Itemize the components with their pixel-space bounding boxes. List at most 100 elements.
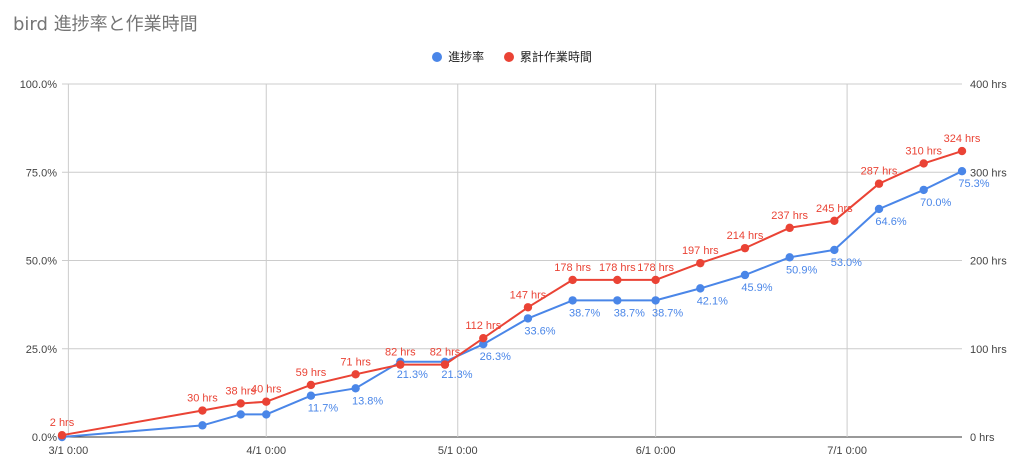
x-tick-label: 6/1 0:00 xyxy=(636,445,676,457)
data-label: 178 hrs xyxy=(599,262,636,274)
data-point xyxy=(696,258,705,268)
data-label: 21.3% xyxy=(441,369,472,381)
data-point xyxy=(306,391,316,400)
data-point xyxy=(957,166,967,176)
y-left-tick-label: 75.0% xyxy=(26,167,57,179)
data-label: 64.6% xyxy=(875,216,906,228)
legend-label-progress: 進捗率 xyxy=(448,50,485,64)
data-point xyxy=(919,159,928,168)
series-line xyxy=(61,170,963,438)
data-label: 40 hrs xyxy=(251,384,282,396)
chart-title: bird 進捗率と作業時間 xyxy=(13,14,198,35)
data-label: 287 hrs xyxy=(861,166,898,178)
data-label: 324 hrs xyxy=(944,133,981,145)
data-label: 82 hrs xyxy=(430,347,461,359)
data-point xyxy=(874,204,884,214)
y-left-tick-label: 0.0% xyxy=(32,432,57,444)
y-left-tick-label: 50.0% xyxy=(26,256,57,268)
data-point xyxy=(523,314,533,323)
data-point xyxy=(785,223,794,233)
data-label: 197 hrs xyxy=(682,245,719,257)
data-point xyxy=(262,397,271,406)
data-label: 237 hrs xyxy=(771,210,808,222)
legend-label-hours: 累計作業時間 xyxy=(519,50,592,64)
data-label: 26.3% xyxy=(480,351,511,363)
data-label: 70.0% xyxy=(920,197,951,209)
data-point xyxy=(236,399,245,408)
data-label: 45.9% xyxy=(741,282,772,294)
series-line xyxy=(61,150,963,437)
data-point xyxy=(613,275,622,285)
y-right-tick-label: 300 hrs xyxy=(970,167,1007,179)
x-tick-label: 7/1 0:00 xyxy=(827,445,867,457)
data-label: 178 hrs xyxy=(554,262,591,274)
x-tick-label: 3/1 0:00 xyxy=(49,445,89,457)
data-point xyxy=(306,380,316,390)
data-point xyxy=(236,410,245,419)
y-left-tick-label: 25.0% xyxy=(26,344,57,356)
data-point xyxy=(198,421,207,430)
y-right-tick-label: 100 hrs xyxy=(970,344,1007,356)
data-label: 11.7% xyxy=(308,403,339,415)
data-label: 245 hrs xyxy=(816,203,853,215)
data-label: 53.0% xyxy=(831,257,862,269)
data-label: 112 hrs xyxy=(465,320,501,332)
data-label: 147 hrs xyxy=(510,289,547,301)
y-right-tick-label: 400 hrs xyxy=(970,79,1007,91)
data-point xyxy=(198,406,207,415)
data-point xyxy=(957,146,967,156)
data-point xyxy=(479,339,488,349)
data-point xyxy=(262,410,271,419)
data-point xyxy=(479,333,488,343)
data-point xyxy=(351,370,360,379)
data-point xyxy=(696,284,705,293)
data-point xyxy=(830,245,839,255)
data-label: 310 hrs xyxy=(905,145,942,157)
data-label: 82 hrs xyxy=(385,347,416,359)
data-point xyxy=(651,296,660,305)
data-label: 30 hrs xyxy=(187,393,218,405)
data-point xyxy=(874,179,884,188)
data-label: 38.7% xyxy=(652,307,683,319)
data-label: 38 hrs xyxy=(225,385,256,397)
data-label: 21.3% xyxy=(397,369,428,381)
data-label: 71 hrs xyxy=(340,356,371,368)
data-point xyxy=(440,360,450,369)
data-point xyxy=(396,360,405,369)
data-label: 59 hrs xyxy=(296,367,327,379)
data-point xyxy=(57,431,67,440)
data-point xyxy=(523,303,533,312)
y-right-tick-label: 0 hrs xyxy=(970,432,995,444)
data-point xyxy=(568,275,577,285)
data-label: 50.9% xyxy=(786,264,817,276)
data-point xyxy=(785,253,794,262)
x-tick-label: 4/1 0:00 xyxy=(246,445,286,457)
data-label: 13.8% xyxy=(352,395,383,407)
data-label: 38.7% xyxy=(614,307,645,319)
legend-swatch-hours xyxy=(503,51,514,62)
data-point xyxy=(651,275,660,285)
y-right-tick-label: 200 hrs xyxy=(970,256,1007,268)
data-label: 33.6% xyxy=(524,325,555,337)
data-point xyxy=(830,216,839,225)
data-point xyxy=(613,296,622,305)
data-point xyxy=(740,270,750,280)
y-left-tick-label: 100.0% xyxy=(20,79,58,91)
data-label: 214 hrs xyxy=(727,230,764,242)
x-tick-label: 5/1 0:00 xyxy=(438,445,478,457)
data-label: 42.1% xyxy=(697,295,728,307)
data-label: 75.3% xyxy=(958,178,989,190)
data-label: 2 hrs xyxy=(50,417,75,429)
data-label: 38.7% xyxy=(569,307,600,319)
legend-item-hours[interactable]: 累計作業時間 xyxy=(503,48,592,65)
data-label: 178 hrs xyxy=(637,262,674,274)
legend-item-progress[interactable]: 進捗率 xyxy=(432,48,484,65)
legend: 進捗率 累計作業時間 xyxy=(0,48,1024,65)
data-point xyxy=(919,185,928,195)
data-point xyxy=(740,243,750,253)
data-point xyxy=(351,384,360,393)
data-point xyxy=(568,296,577,305)
legend-swatch-progress xyxy=(432,51,443,62)
